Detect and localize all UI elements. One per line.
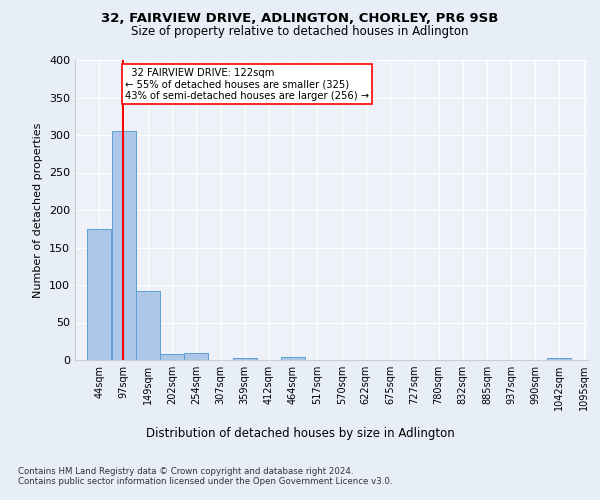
Bar bbox=[184, 352, 208, 360]
Text: Contains HM Land Registry data © Crown copyright and database right 2024.: Contains HM Land Registry data © Crown c… bbox=[18, 468, 353, 476]
Bar bbox=[88, 229, 112, 360]
Bar bbox=[547, 358, 571, 360]
Bar bbox=[160, 354, 184, 360]
Bar bbox=[281, 357, 305, 360]
Text: Distribution of detached houses by size in Adlington: Distribution of detached houses by size … bbox=[146, 428, 454, 440]
Bar bbox=[112, 131, 136, 360]
Bar bbox=[136, 291, 160, 360]
Text: 32, FAIRVIEW DRIVE, ADLINGTON, CHORLEY, PR6 9SB: 32, FAIRVIEW DRIVE, ADLINGTON, CHORLEY, … bbox=[101, 12, 499, 26]
Text: 32 FAIRVIEW DRIVE: 122sqm
← 55% of detached houses are smaller (325)
43% of semi: 32 FAIRVIEW DRIVE: 122sqm ← 55% of detac… bbox=[125, 68, 368, 100]
Y-axis label: Number of detached properties: Number of detached properties bbox=[34, 122, 43, 298]
Bar bbox=[233, 358, 257, 360]
Text: Contains public sector information licensed under the Open Government Licence v3: Contains public sector information licen… bbox=[18, 478, 392, 486]
Text: Size of property relative to detached houses in Adlington: Size of property relative to detached ho… bbox=[131, 25, 469, 38]
